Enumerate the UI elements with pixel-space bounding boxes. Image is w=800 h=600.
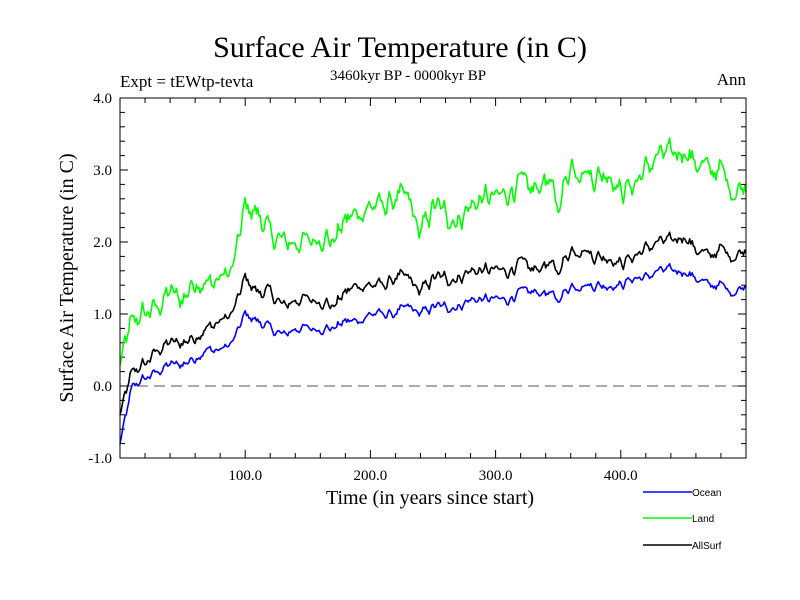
legend: Ocean Land AllSurf [643,488,722,552]
y-tick-label: -1.0 [88,451,112,467]
legend-label-land: Land [692,514,714,525]
y-tick-label: 3.0 [93,163,112,179]
x-axis-label: Time (in years since start) [326,487,534,509]
y-tick-label: 0.0 [93,379,112,395]
y-tick-label: 1.0 [93,307,112,323]
y-tick-label: 4.0 [93,91,112,107]
x-tick-label: 400.0 [604,468,638,484]
y-tick-label: 2.0 [93,235,112,251]
legend-label-ocean: Ocean [692,488,721,499]
plot-frame [119,97,747,459]
tick-labels: -1.0 0.0 1.0 2.0 3.0 4.0 100.0 200.0 300.0 400.0 [88,91,637,484]
axis-ticks [120,97,746,459]
experiment-label: Expt = tEWtp-tevta [120,72,254,91]
y-axis-label: Surface Air Temperature (in C) [56,153,78,402]
series-line-land [119,137,747,366]
x-tick-label: 300.0 [479,468,513,484]
series-line-allsurf [119,231,747,416]
x-tick-label: 100.0 [228,468,262,484]
x-tick-label: 200.0 [354,468,388,484]
series-line-ocean [119,262,747,445]
legend-label-allsurf: AllSurf [692,541,722,552]
series-group [119,137,747,445]
chart-title: Surface Air Temperature (in C) [213,31,587,64]
chart-subtitle: 3460kyr BP - 0000kyr BP [330,68,486,84]
season-label: Ann [717,70,747,89]
